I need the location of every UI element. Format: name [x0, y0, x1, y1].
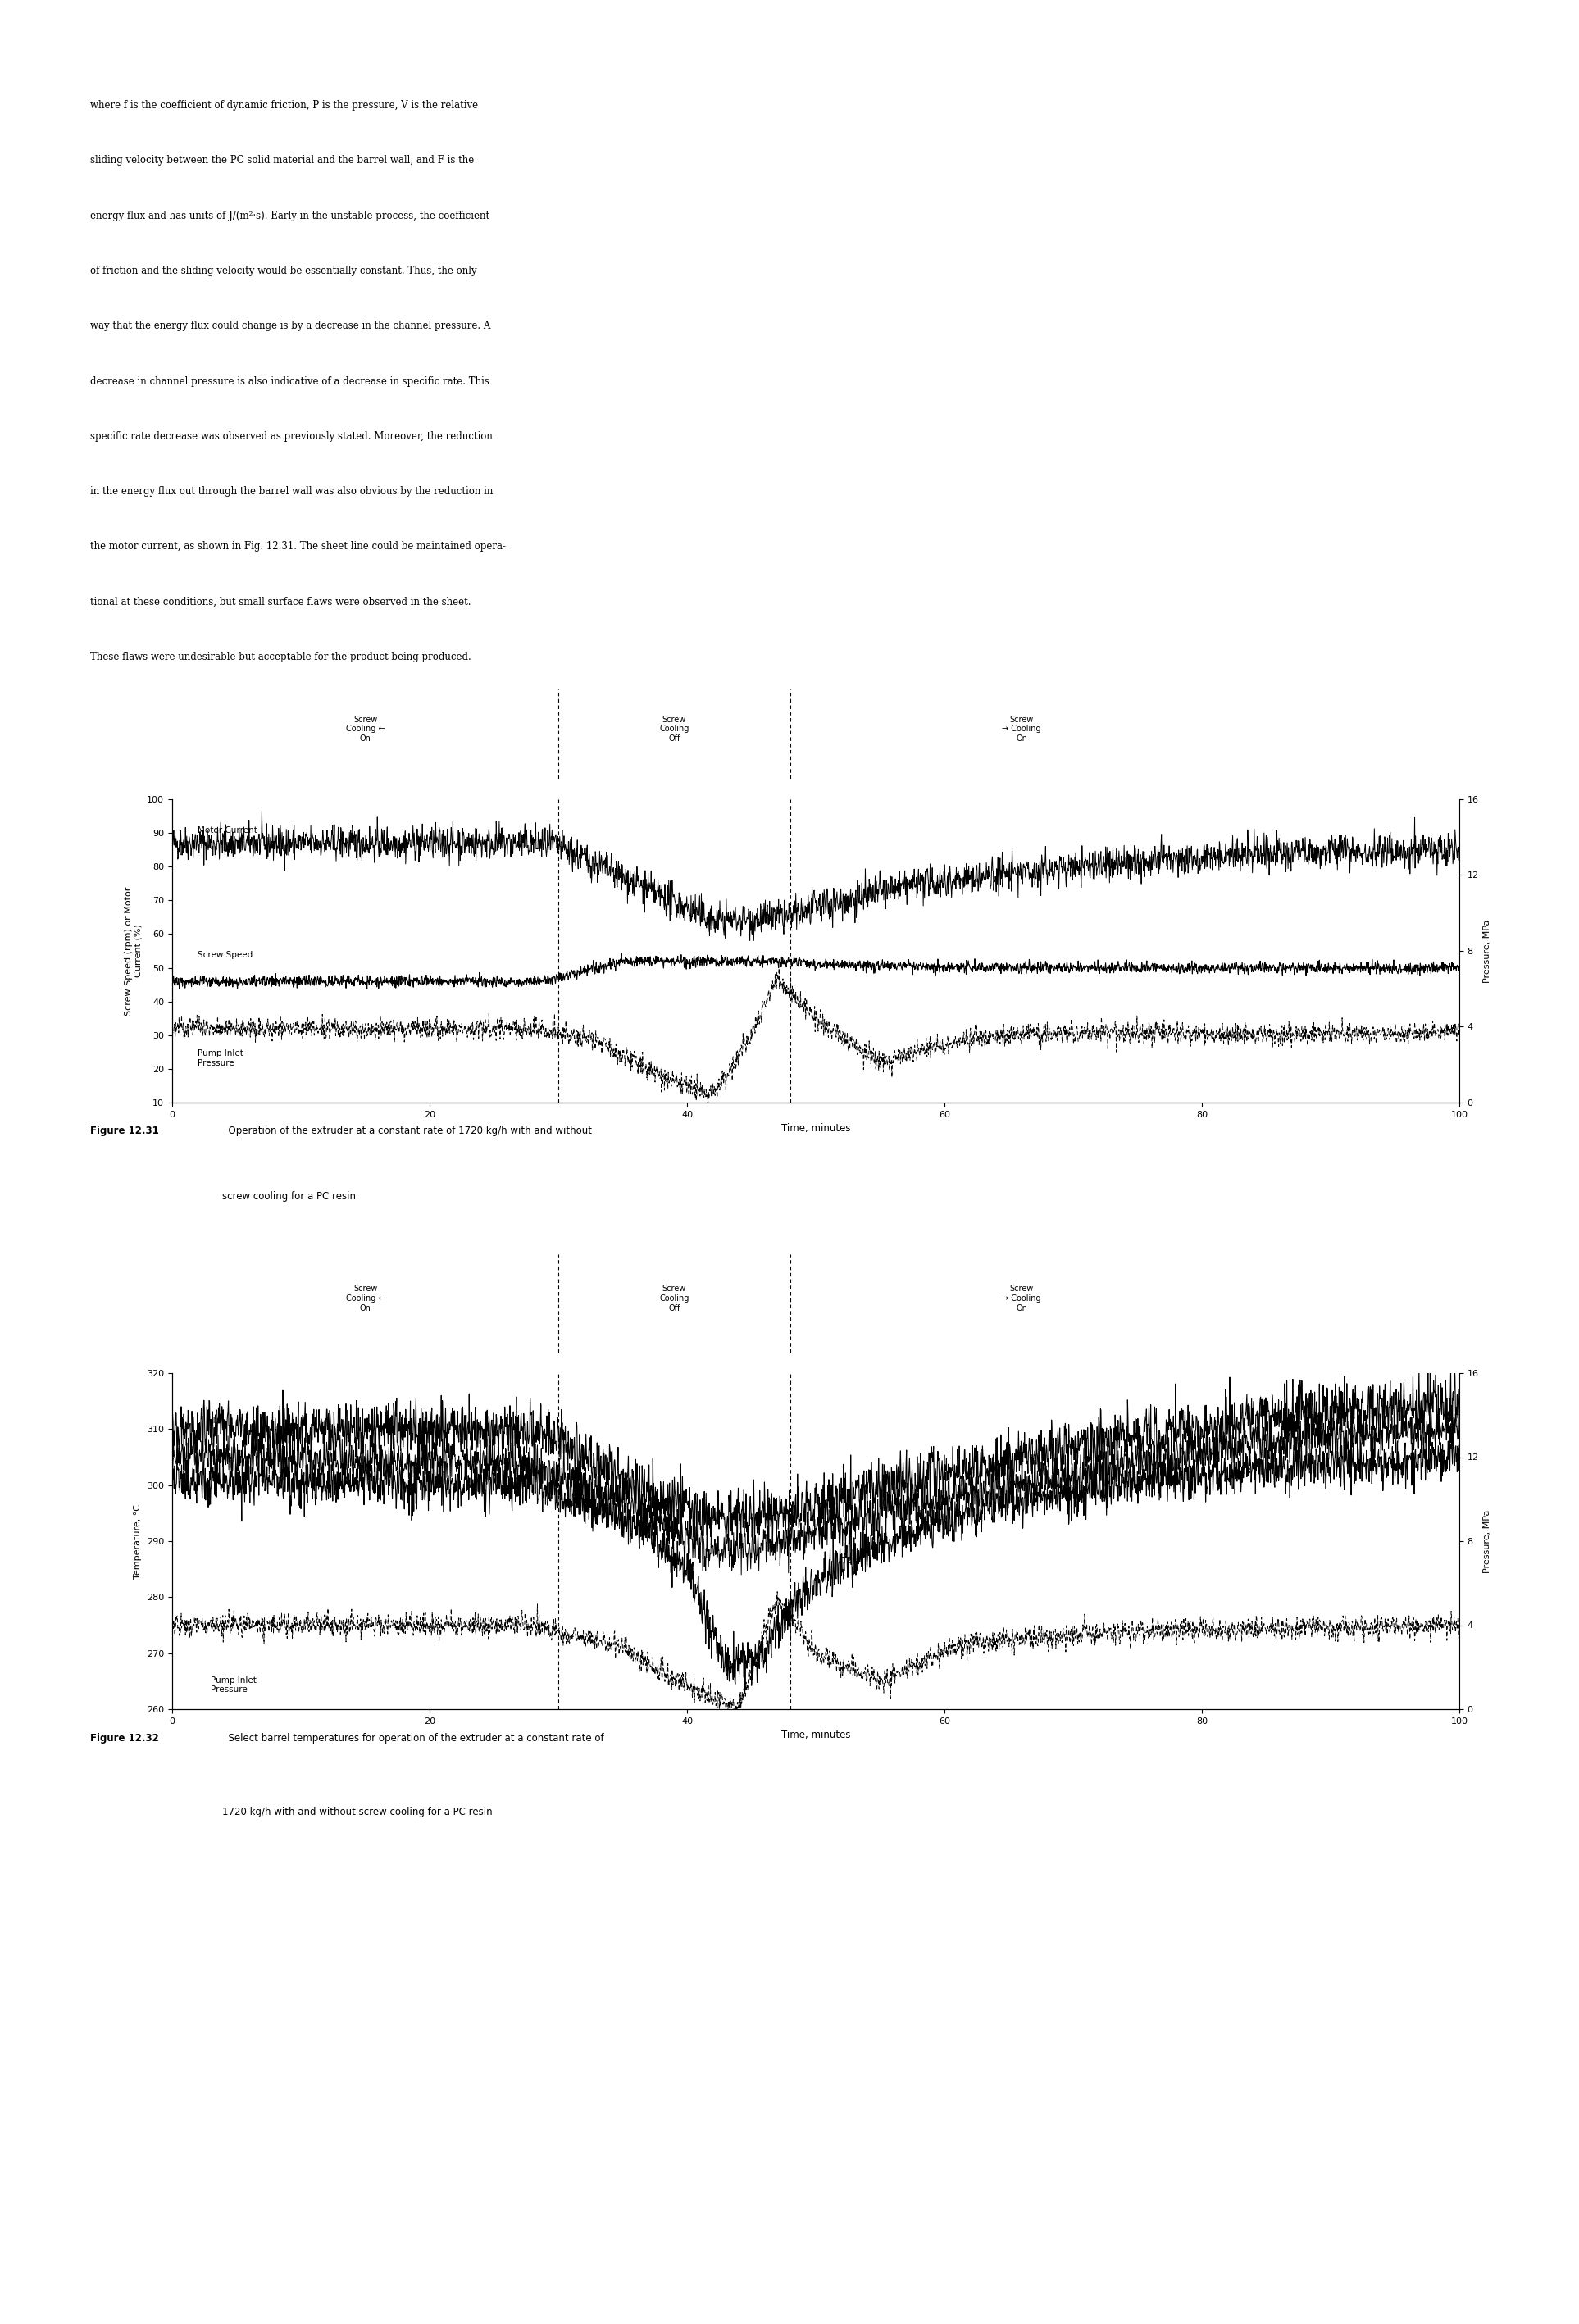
- Text: Select barrel temperatures for operation of the extruder at a constant rate of: Select barrel temperatures for operation…: [223, 1734, 603, 1743]
- Text: These flaws were undesirable but acceptable for the product being produced.: These flaws were undesirable but accepta…: [90, 651, 471, 662]
- X-axis label: Time, minutes: Time, minutes: [782, 1122, 851, 1134]
- Text: of friction and the sliding velocity would be essentially constant. Thus, the on: of friction and the sliding velocity wou…: [90, 265, 477, 277]
- Text: energy flux and has units of J/(m²·s). Early in the unstable process, the coeffi: energy flux and has units of J/(m²·s). E…: [90, 211, 489, 221]
- Text: 12.7  Case Studies for Extrusion Processes That Flow Surge: 12.7 Case Studies for Extrusion Processe…: [611, 21, 905, 33]
- Text: where f is the coefficient of dynamic friction, P is the pressure, V is the rela: where f is the coefficient of dynamic fr…: [90, 100, 478, 112]
- Text: Screw
Cooling ←
On: Screw Cooling ← On: [346, 1285, 385, 1313]
- Text: sliding velocity between the PC solid material and the barrel wall, and F is the: sliding velocity between the PC solid ma…: [90, 156, 474, 165]
- Text: Figure 12.32: Figure 12.32: [90, 1734, 159, 1743]
- Text: Screw
Cooling
Off: Screw Cooling Off: [660, 1285, 688, 1313]
- Text: Screw
→ Cooling
On: Screw → Cooling On: [1003, 1285, 1041, 1313]
- Text: Screw
Cooling
Off: Screw Cooling Off: [660, 716, 688, 744]
- Text: 585: 585: [1495, 21, 1521, 33]
- X-axis label: Time, minutes: Time, minutes: [782, 1729, 851, 1741]
- Text: T1: T1: [210, 1418, 221, 1425]
- Text: T2: T2: [842, 1557, 853, 1564]
- Text: Pump Inlet
Pressure: Pump Inlet Pressure: [197, 1050, 243, 1067]
- Text: Figure 12.31: Figure 12.31: [90, 1125, 159, 1136]
- Text: 1720 kg/h with and without screw cooling for a PC resin: 1720 kg/h with and without screw cooling…: [223, 1806, 493, 1817]
- Text: Motor Current: Motor Current: [197, 827, 257, 834]
- Text: decrease in channel pressure is also indicative of a decrease in specific rate. : decrease in channel pressure is also ind…: [90, 376, 489, 386]
- Text: specific rate decrease was observed as previously stated. Moreover, the reductio: specific rate decrease was observed as p…: [90, 430, 493, 442]
- Text: Screw Speed: Screw Speed: [197, 951, 253, 960]
- Text: Operation of the extruder at a constant rate of 1720 kg/h with and without: Operation of the extruder at a constant …: [223, 1125, 592, 1136]
- Y-axis label: Screw Speed (rpm) or Motor
Current (%): Screw Speed (rpm) or Motor Current (%): [125, 885, 142, 1016]
- Text: Screw
→ Cooling
On: Screw → Cooling On: [1003, 716, 1041, 744]
- Text: the motor current, as shown in Fig. 12.31. The sheet line could be maintained op: the motor current, as shown in Fig. 12.3…: [90, 541, 505, 553]
- Text: way that the energy flux could change is by a decrease in the channel pressure. : way that the energy flux could change is…: [90, 321, 491, 332]
- Y-axis label: Temperature, °C: Temperature, °C: [134, 1504, 142, 1578]
- Text: T3: T3: [1241, 1466, 1251, 1476]
- Text: screw cooling for a PC resin: screw cooling for a PC resin: [223, 1192, 355, 1202]
- Text: Pump Inlet
Pressure: Pump Inlet Pressure: [210, 1676, 257, 1694]
- Text: Screw
Cooling ←
On: Screw Cooling ← On: [346, 716, 385, 744]
- Y-axis label: Pressure, MPa: Pressure, MPa: [1483, 1508, 1492, 1573]
- Text: in the energy flux out through the barrel wall was also obvious by the reduction: in the energy flux out through the barre…: [90, 486, 493, 497]
- Y-axis label: Pressure, MPa: Pressure, MPa: [1483, 920, 1492, 983]
- Text: tional at these conditions, but small surface flaws were observed in the sheet.: tional at these conditions, but small su…: [90, 597, 471, 607]
